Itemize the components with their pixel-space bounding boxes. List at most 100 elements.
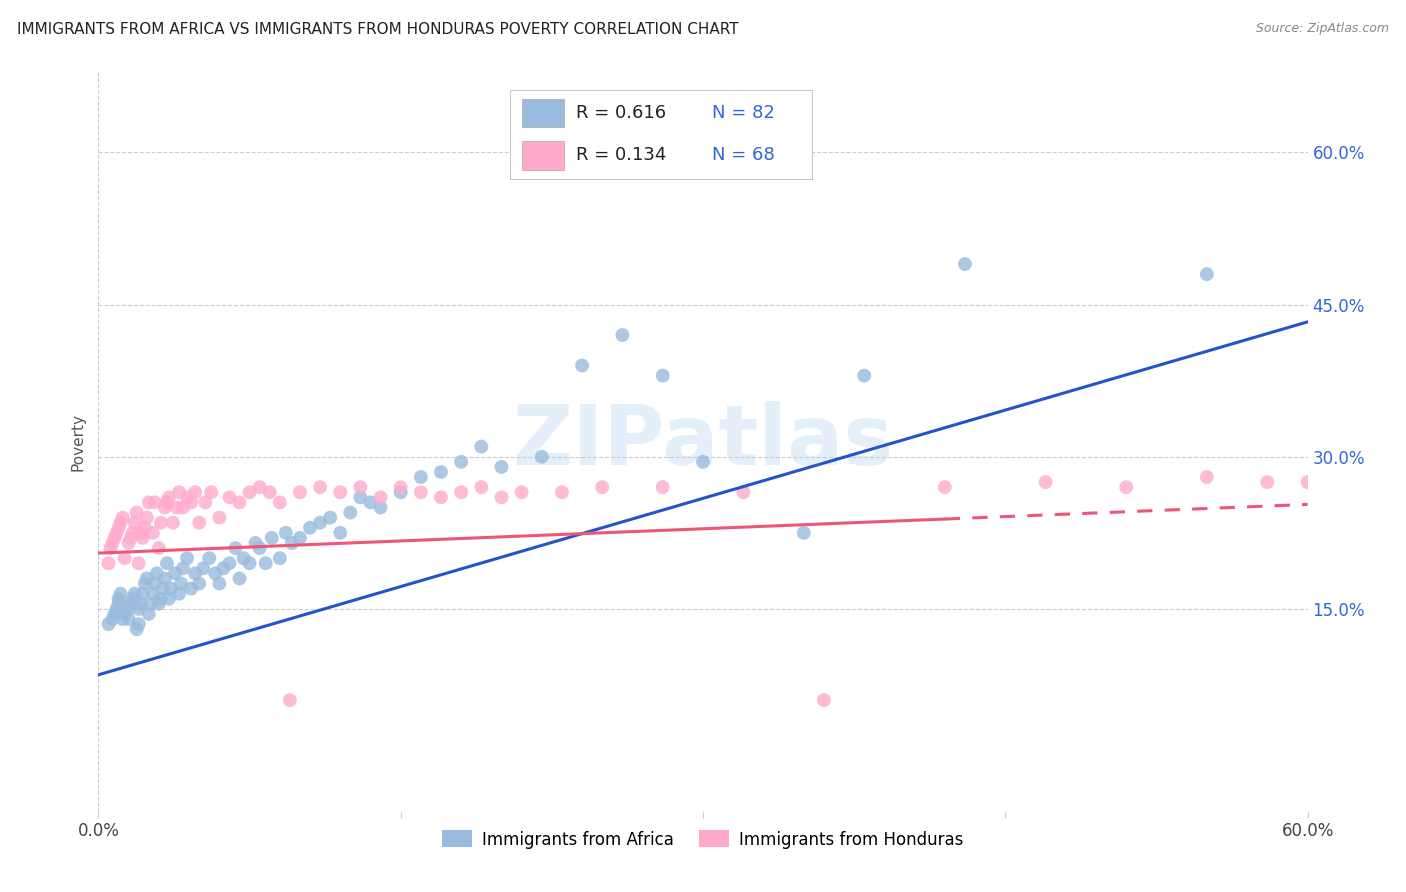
Point (180, 582, 202, 596)
Point (176, 491, 198, 505)
Point (156, 556, 179, 570)
Point (208, 576, 231, 591)
Point (218, 491, 240, 505)
Point (409, 485, 432, 500)
Y-axis label: Poverty: Poverty (70, 412, 86, 471)
Point (239, 485, 262, 500)
Point (125, 622, 148, 636)
Point (389, 480, 412, 494)
Point (107, 597, 129, 611)
Point (105, 525, 128, 540)
Text: IMMIGRANTS FROM AFRICA VS IMMIGRANTS FROM HONDURAS POVERTY CORRELATION CHART: IMMIGRANTS FROM AFRICA VS IMMIGRANTS FRO… (17, 22, 738, 37)
Point (692, 455, 714, 469)
Point (510, 485, 533, 500)
Point (124, 516, 146, 530)
Point (200, 485, 222, 500)
Point (239, 556, 262, 570)
Point (118, 602, 141, 616)
Point (167, 485, 190, 500)
Point (105, 602, 128, 616)
Point (1256, 475, 1278, 489)
Point (157, 491, 180, 505)
Point (107, 591, 129, 606)
Point (107, 521, 129, 535)
Point (162, 516, 184, 530)
Point (274, 525, 297, 540)
Point (120, 531, 142, 545)
Point (1035, 475, 1057, 489)
Point (118, 612, 141, 626)
Point (97, 617, 120, 632)
Point (153, 500, 176, 515)
Legend: Immigrants from Africa, Immigrants from Honduras: Immigrants from Africa, Immigrants from … (436, 823, 970, 855)
Point (118, 536, 141, 550)
Point (813, 693, 835, 707)
Point (259, 485, 281, 500)
Point (100, 541, 122, 555)
Point (138, 495, 160, 509)
Point (212, 561, 235, 575)
Point (1115, 480, 1137, 494)
Point (1195, 470, 1218, 484)
Point (450, 485, 472, 500)
Point (249, 541, 271, 555)
Point (853, 368, 876, 383)
Point (138, 607, 160, 621)
Point (450, 455, 472, 469)
Point (128, 602, 150, 616)
Point (163, 566, 186, 581)
Point (121, 591, 143, 606)
Point (309, 480, 332, 494)
Point (470, 440, 492, 454)
Point (260, 531, 283, 545)
Point (180, 495, 202, 509)
Point (370, 491, 392, 505)
Point (142, 587, 165, 601)
Point (101, 536, 124, 550)
Point (114, 607, 136, 621)
Point (132, 587, 155, 601)
Point (111, 510, 134, 524)
Point (309, 516, 332, 530)
Point (491, 459, 513, 474)
Point (278, 693, 301, 707)
Point (254, 556, 277, 570)
Point (110, 516, 132, 530)
Point (184, 566, 207, 581)
Point (349, 491, 371, 505)
Point (530, 450, 553, 464)
Point (470, 480, 492, 494)
Point (132, 531, 155, 545)
Point (148, 597, 170, 611)
Point (370, 500, 392, 515)
Point (152, 582, 174, 596)
Point (571, 359, 593, 373)
Point (149, 591, 172, 606)
Point (430, 465, 453, 479)
Point (491, 491, 513, 505)
Point (125, 506, 148, 520)
Point (591, 480, 613, 494)
Point (143, 495, 166, 509)
Point (198, 551, 221, 566)
Point (360, 495, 382, 509)
Point (319, 510, 342, 524)
Point (208, 510, 231, 524)
Point (149, 516, 172, 530)
Point (299, 521, 322, 535)
Point (124, 587, 146, 601)
Point (111, 612, 134, 626)
Point (409, 470, 432, 484)
Point (143, 576, 166, 591)
Point (1296, 475, 1319, 489)
Point (114, 551, 136, 566)
Point (349, 480, 371, 494)
Point (160, 582, 183, 596)
Point (128, 556, 150, 570)
Point (134, 576, 156, 591)
Point (120, 597, 142, 611)
Point (269, 495, 291, 509)
Text: ZIPatlas: ZIPatlas (513, 401, 893, 482)
Point (188, 516, 211, 530)
Point (153, 571, 176, 585)
